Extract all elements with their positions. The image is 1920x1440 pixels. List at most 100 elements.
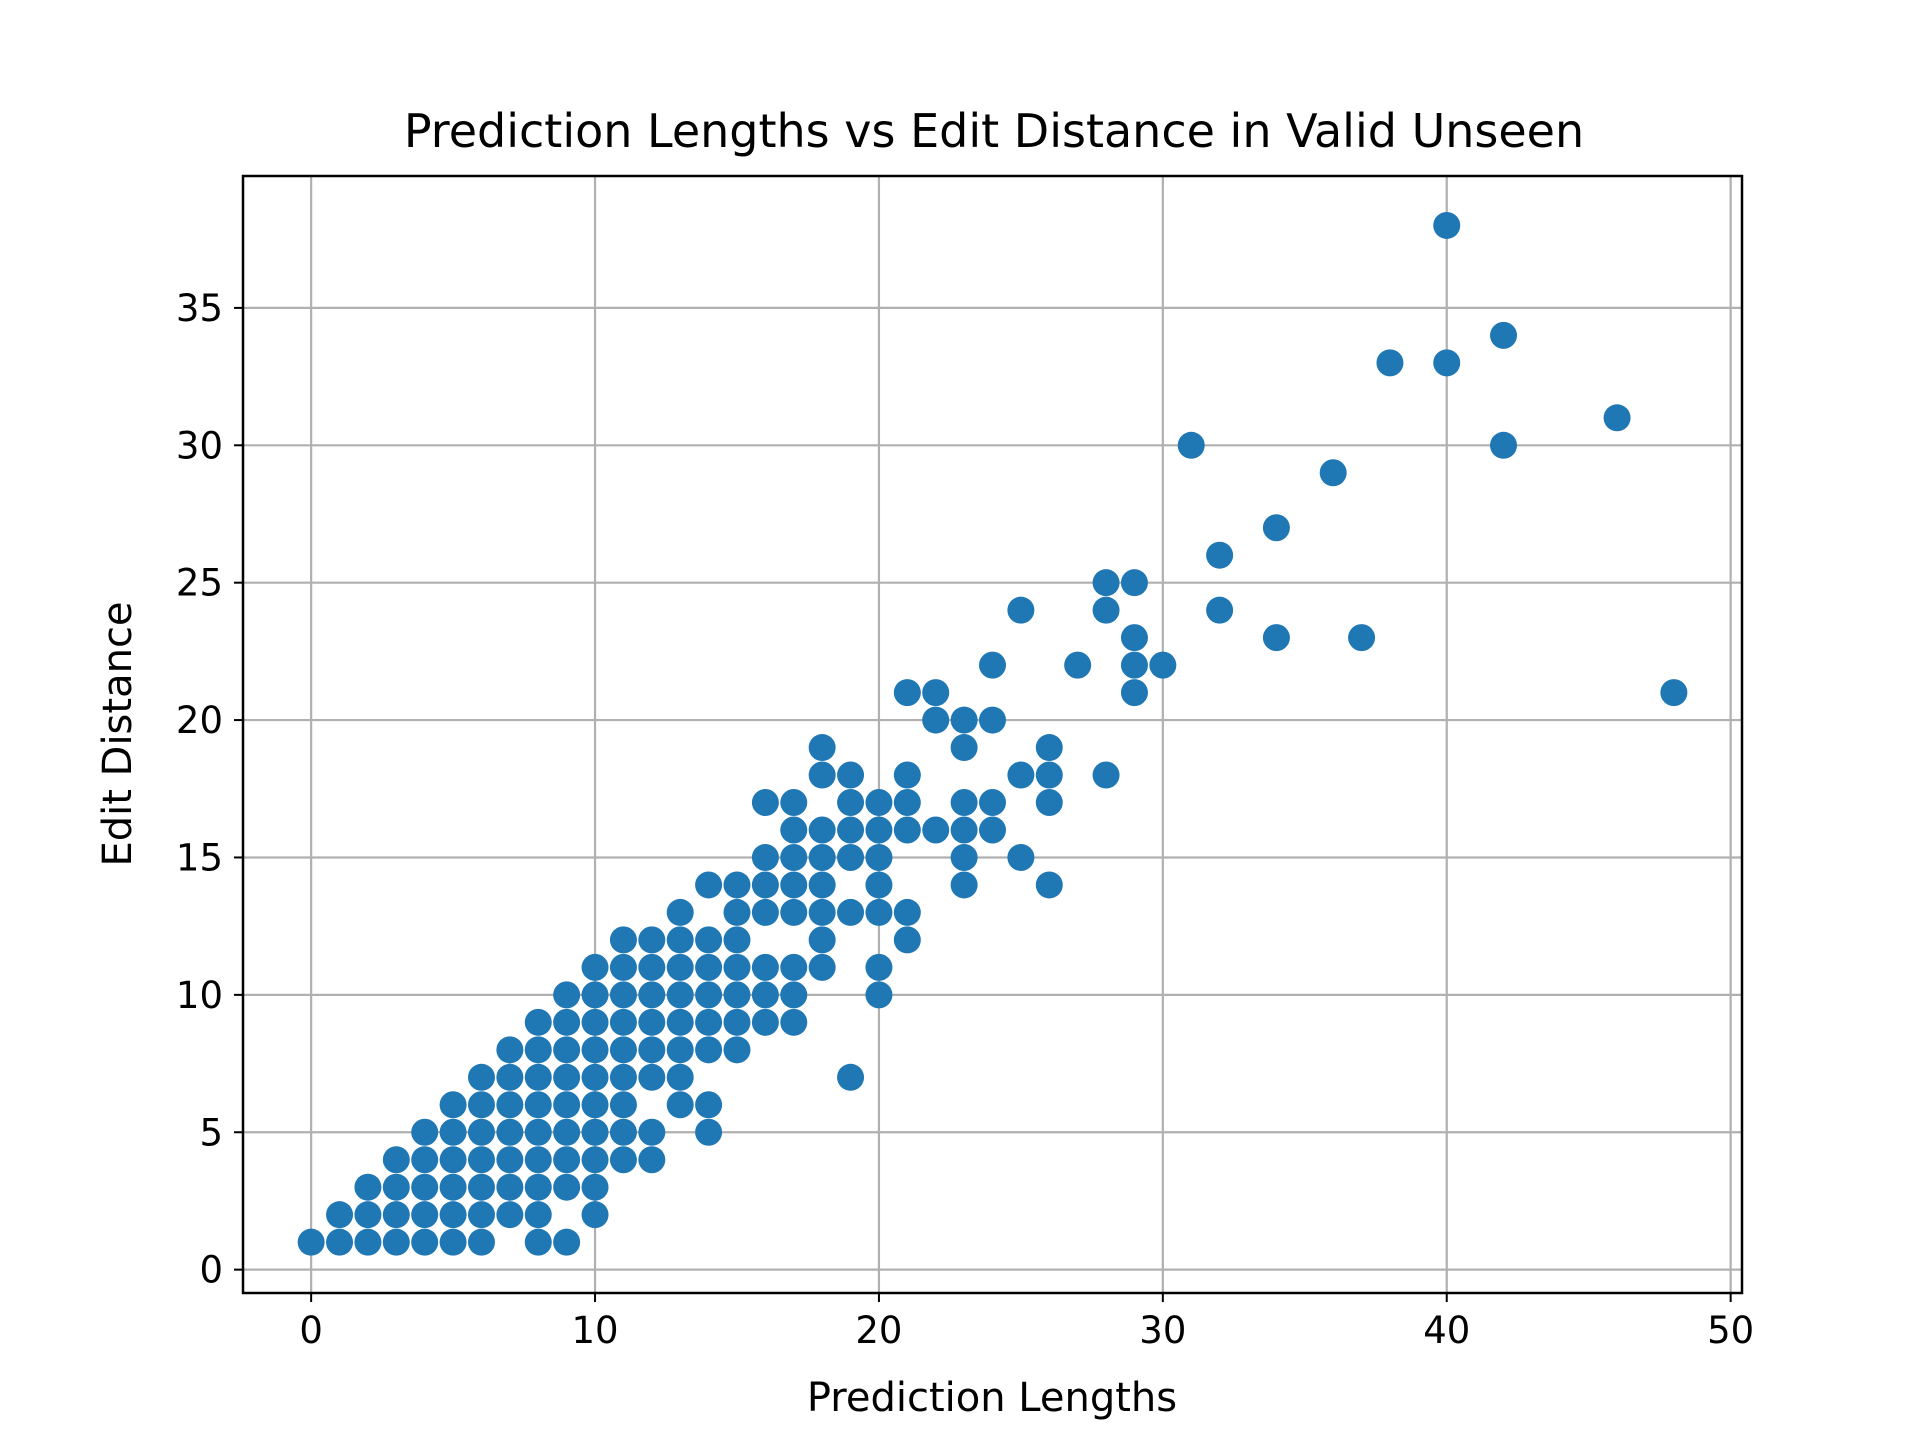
y-tick-label: 35 [176, 287, 223, 330]
y-tick-label: 0 [199, 1249, 223, 1292]
scatter-point [979, 651, 1006, 679]
scatter-point [467, 1228, 495, 1256]
scatter-point [865, 789, 893, 817]
y-tick-label: 30 [176, 424, 223, 467]
scatter-point [751, 981, 779, 1009]
scatter-point [354, 1201, 382, 1229]
scatter-point [553, 1228, 581, 1256]
scatter-point [893, 789, 921, 817]
scatter-point [609, 1063, 637, 1091]
scatter-point [524, 1091, 552, 1119]
scatter-point [439, 1091, 467, 1119]
scatter-point [751, 789, 779, 817]
scatter-point [496, 1091, 524, 1119]
scatter-point [439, 1201, 467, 1229]
scatter-point [524, 1201, 552, 1229]
scatter-point [808, 761, 836, 789]
scatter-point [808, 734, 836, 762]
scatter-point [439, 1228, 467, 1256]
scatter-point [922, 679, 950, 707]
scatter-point [723, 926, 751, 954]
scatter-point [1206, 596, 1234, 624]
scatter-point [581, 1063, 609, 1091]
scatter-point [751, 843, 779, 871]
scatter-point [1120, 679, 1148, 707]
scatter-point [865, 871, 893, 899]
scatter-point [467, 1201, 495, 1229]
y-tick-label: 15 [176, 836, 223, 879]
scatter-point [496, 1036, 524, 1064]
scatter-point [780, 981, 808, 1009]
scatter-point [865, 898, 893, 926]
scatter-point [553, 1063, 581, 1091]
scatter-point [893, 898, 921, 926]
scatter-point [411, 1201, 439, 1229]
scatter-point [1177, 431, 1205, 459]
scatter-point [1120, 624, 1148, 652]
scatter-point [865, 843, 893, 871]
scatter-point [524, 1146, 552, 1174]
scatter-point [524, 1173, 552, 1201]
scatter-point [439, 1173, 467, 1201]
scatter-point [950, 871, 978, 899]
scatter-point [695, 926, 723, 954]
scatter-point [780, 898, 808, 926]
scatter-point [553, 1173, 581, 1201]
scatter-point [1092, 596, 1120, 624]
scatter-point [837, 761, 865, 789]
scatter-point [1092, 569, 1120, 597]
scatter-point [524, 1008, 552, 1036]
scatter-point [638, 926, 666, 954]
scatter-point [411, 1146, 439, 1174]
scatter-point [524, 1228, 552, 1256]
scatter-point [496, 1146, 524, 1174]
scatter-point [524, 1063, 552, 1091]
y-tick-label: 20 [176, 699, 223, 742]
scatter-point [638, 1036, 666, 1064]
scatter-point [1603, 404, 1631, 432]
scatter-point [695, 1118, 723, 1146]
scatter-point [467, 1091, 495, 1119]
scatter-point [723, 1036, 751, 1064]
scatter-point [922, 816, 950, 844]
scatter-point [1035, 761, 1063, 789]
scatter-point [837, 816, 865, 844]
scatter-point [524, 1036, 552, 1064]
scatter-point [1490, 431, 1518, 459]
scatter-point [581, 1036, 609, 1064]
scatter-point [581, 1146, 609, 1174]
axis-ticks: 0 10 20 30 40 50 0 5 10 15 20 25 30 35 [176, 287, 1754, 1352]
scatter-point [950, 706, 978, 734]
scatter-point [808, 843, 836, 871]
scatter-point [1035, 871, 1063, 899]
scatter-point [666, 1036, 694, 1064]
chart-title: Prediction Lengths vs Edit Distance in V… [404, 104, 1584, 158]
scatter-point [1433, 349, 1461, 377]
scatter-point [893, 926, 921, 954]
scatter-point [1092, 761, 1120, 789]
scatter-point [1206, 541, 1234, 569]
scatter-point [496, 1201, 524, 1229]
scatter-point [666, 1091, 694, 1119]
scatter-point [553, 1118, 581, 1146]
scatter-point [922, 706, 950, 734]
scatter-point [808, 871, 836, 899]
scatter-point [581, 1008, 609, 1036]
plot-area-frame [241, 174, 1744, 1295]
scatter-point [979, 706, 1006, 734]
scatter-point [382, 1146, 410, 1174]
scatter-point [666, 1008, 694, 1036]
scatter-point [780, 953, 808, 981]
scatter-point [865, 981, 893, 1009]
scatter-point [695, 1091, 723, 1119]
scatter-point [467, 1118, 495, 1146]
scatter-point [837, 1063, 865, 1091]
scatter-point [751, 871, 779, 899]
scatter-point [1007, 761, 1035, 789]
scatter-point [1064, 651, 1092, 679]
scatter-point [609, 926, 637, 954]
x-tick-label: 10 [571, 1309, 618, 1352]
scatter-point [1035, 734, 1063, 762]
scatter-point [723, 871, 751, 899]
